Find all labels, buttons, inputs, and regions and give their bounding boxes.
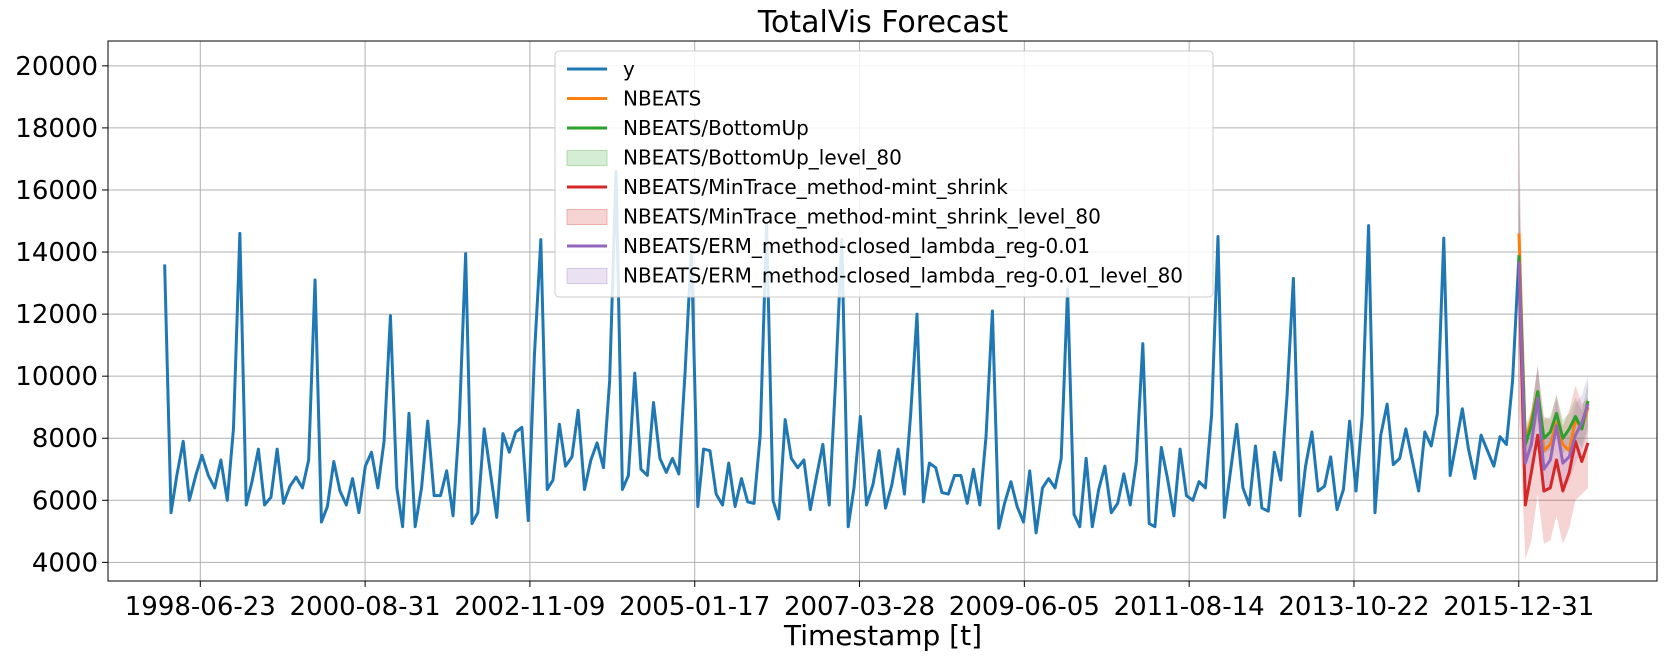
legend-entry: NBEATS/MinTrace_method-mint_shrink_level… [623, 205, 1101, 229]
legend-entry: NBEATS/BottomUp_level_80 [623, 146, 902, 170]
y-tick-label: 14000 [15, 238, 98, 268]
legend-frame [554, 50, 1214, 298]
band-NBEATS/BottomUp_level_80 [1518, 183, 1588, 460]
legend: y NBEATS NBEATS/BottomUp NBEATS/BottomUp_le… [554, 50, 1214, 298]
y-tick-label: 6000 [32, 486, 98, 516]
chart-title: TotalVis Forecast [757, 5, 1009, 40]
plot-frame [107, 40, 1658, 582]
x-tick-label: 2002-11-09 [454, 592, 605, 622]
legend-entry: NBEATS/ERM_method-closed_lambda_reg-0.01… [623, 264, 1183, 288]
legend-entry: NBEATS/BottomUp [623, 116, 809, 140]
legend-entry: NBEATS/ERM_method-closed_lambda_reg-0.01 [623, 234, 1090, 258]
series-line-NBEATS/ERM_method-closed_lambda_reg-0.01 [1517, 261, 1590, 471]
y-tick-label: 8000 [32, 424, 98, 454]
x-tick-label: 2005-01-17 [619, 592, 770, 622]
x-tick-label: 2000-08-31 [290, 592, 441, 622]
y-tick-label: 18000 [15, 114, 98, 144]
x-tick-label: 2013-10-22 [1278, 592, 1429, 622]
y-tick-label: 4000 [32, 548, 98, 578]
legend-entry: NBEATS/MinTrace_method-mint_shrink [623, 175, 1008, 199]
band-NBEATS/MinTrace_method-mint_shrink_level_80 [1518, 127, 1588, 560]
legend-swatch [566, 150, 608, 166]
x-tick-label: 2015-12-31 [1443, 592, 1594, 622]
y-tick-label: 12000 [15, 300, 98, 330]
y-tick-label: 20000 [15, 52, 98, 82]
x-tick-label: 2007-03-28 [784, 592, 935, 622]
legend-swatch [566, 209, 608, 225]
x-tick-label: 2011-08-14 [1114, 592, 1265, 622]
y-tick-label: 16000 [15, 176, 98, 206]
y-tick-label: 10000 [15, 362, 98, 392]
legend-swatch [566, 268, 608, 284]
x-axis-label: Timestamp [t] [783, 619, 982, 652]
x-tick-label: 1998-06-23 [125, 592, 276, 622]
legend-entry: NBEATS [623, 87, 701, 111]
series-line-NBEATS/BottomUp [1517, 255, 1590, 446]
confidence-bands [1518, 127, 1588, 560]
legend-entry: y [623, 57, 635, 81]
series-line-NBEATS/MinTrace_method-mint_shrink [1517, 267, 1590, 507]
x-tick-label: 2009-06-05 [949, 592, 1100, 622]
x-axis: 1998-06-23 2000-08-31 2002-11-09 2005-01-17… [125, 581, 1594, 622]
y-axis: 4000 6000 8000 10000 12000 14000 16000 18000 200… [15, 52, 108, 578]
